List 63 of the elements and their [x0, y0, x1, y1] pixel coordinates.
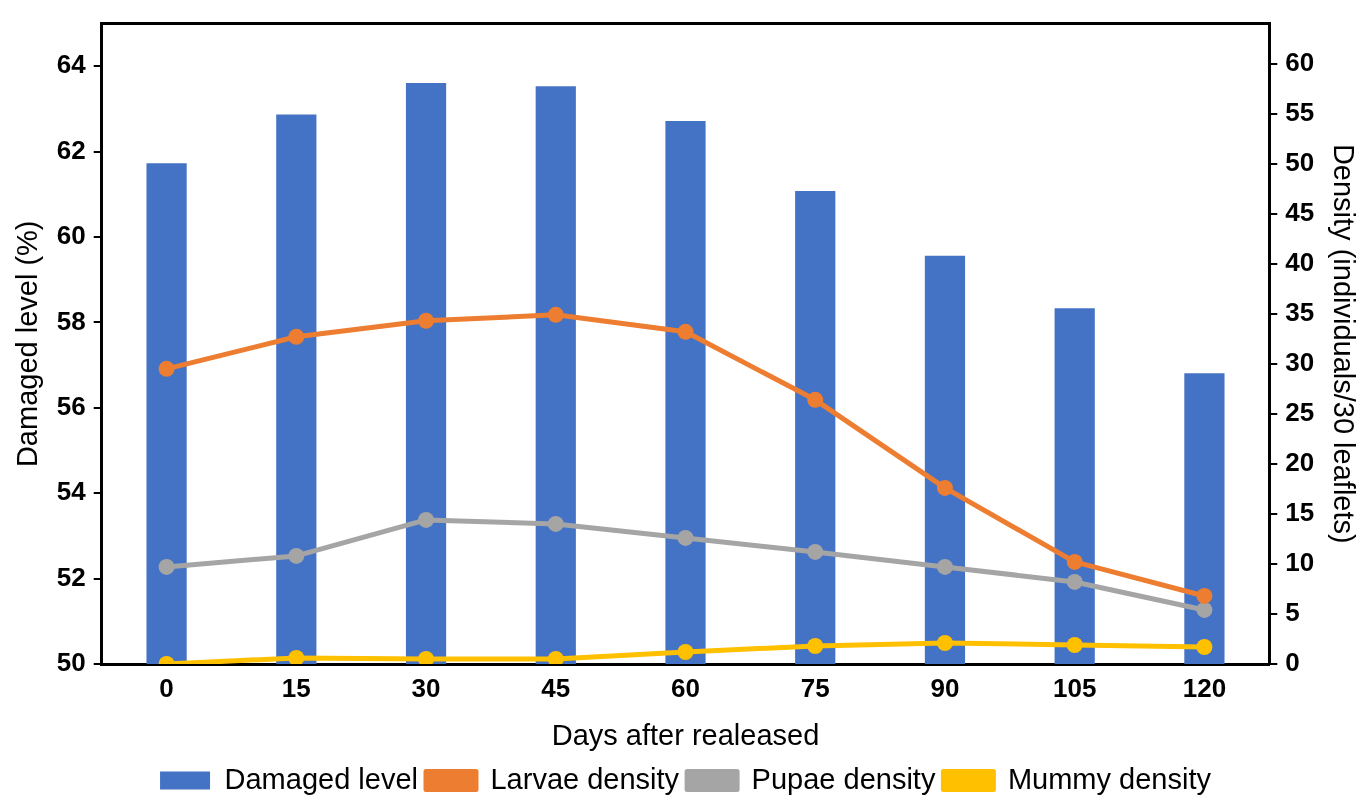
point: [1066, 573, 1083, 590]
x-tick-label: 15: [281, 672, 311, 703]
point: [677, 529, 694, 546]
x-tick-label: 105: [1052, 672, 1097, 703]
y2-tick-label: 60: [1285, 46, 1315, 77]
point: [547, 651, 564, 664]
point: [288, 328, 305, 345]
y-tick-label: 64: [56, 49, 87, 80]
x-tick-label: 90: [930, 672, 960, 703]
point: [418, 312, 435, 329]
y-tick-label: 52: [56, 561, 86, 592]
y2-tick-label: 45: [1285, 196, 1315, 227]
y2-tick-label: 10: [1285, 547, 1315, 578]
legend-label: Larvae density: [490, 762, 680, 795]
point: [547, 515, 564, 532]
x-tick-label: 30: [411, 672, 441, 703]
legend-label: Pupae density: [751, 762, 936, 795]
y-tick-label: 60: [56, 220, 86, 251]
legend-label: Mummy density: [1007, 762, 1212, 795]
x-axis-title: Days after realeased: [551, 718, 820, 751]
x-tick-label: 45: [541, 672, 571, 703]
point: [936, 479, 953, 496]
y2-tick-label: 20: [1285, 447, 1315, 478]
point: [158, 360, 175, 377]
y2-tick-label: 25: [1285, 397, 1315, 428]
point: [677, 643, 694, 660]
point: [807, 543, 824, 560]
point: [807, 637, 824, 654]
y-tick-label: 58: [56, 305, 86, 336]
point: [158, 558, 175, 575]
legend-label: Damaged level: [224, 762, 418, 795]
point: [677, 323, 694, 340]
x-tick-label: 120: [1182, 672, 1227, 703]
point: [1196, 601, 1213, 618]
y2-tick-label: 30: [1285, 346, 1315, 377]
y2-tick-label: 55: [1285, 96, 1315, 127]
y2-tick-label: 15: [1285, 497, 1315, 528]
point: [1066, 636, 1083, 653]
point: [1066, 553, 1083, 570]
point: [418, 511, 435, 528]
y-axis-title: Damaged level (%): [11, 220, 44, 468]
y2-axis-title: Density (individuals/30 leaflets): [1327, 143, 1360, 544]
y2-tick-label: 40: [1285, 246, 1315, 277]
y2-tick-label: 50: [1285, 146, 1315, 177]
point: [547, 306, 564, 323]
x-tick-label: 75: [800, 672, 830, 703]
point: [418, 651, 435, 664]
point: [288, 650, 305, 664]
y2-tick-label: 35: [1285, 296, 1315, 327]
point: [1196, 638, 1213, 655]
y2-tick-label: 0: [1285, 647, 1300, 678]
y-tick-label: 56: [56, 391, 86, 422]
y-tick-label: 62: [56, 134, 86, 165]
y2-tick-label: 5: [1285, 597, 1300, 628]
point: [807, 391, 824, 408]
x-tick-label: 60: [671, 672, 700, 703]
x-tick-label: 0: [159, 672, 174, 703]
point: [1196, 587, 1213, 604]
point: [936, 558, 953, 575]
point: [936, 634, 953, 651]
point: [288, 547, 305, 564]
y-tick-label: 54: [56, 476, 87, 507]
y-tick-label: 50: [56, 647, 86, 678]
